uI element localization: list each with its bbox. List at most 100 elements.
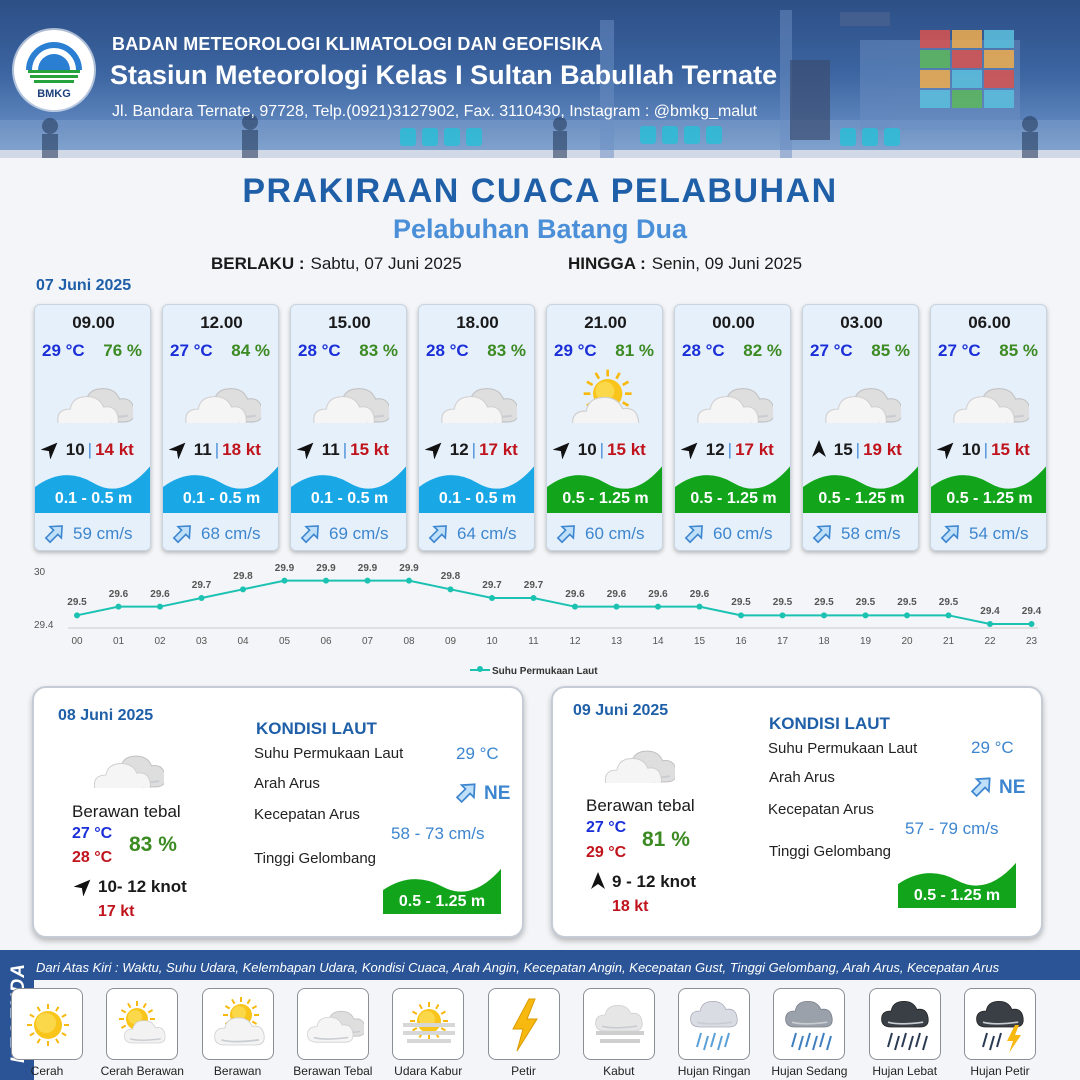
x-tick-label: 11	[528, 636, 539, 647]
card-humidity: 85 %	[999, 341, 1038, 360]
card-wave-graphic	[419, 463, 534, 513]
valid-to-label: HINGGA :	[568, 254, 646, 273]
current-speed-value: 57 - 79 cm/s	[905, 819, 999, 838]
berawan-tebal-icon	[57, 388, 135, 431]
legend-label: Suhu Permukaan Laut	[492, 666, 598, 677]
sst-point-label: 29.9	[316, 562, 336, 574]
petir-icon	[511, 998, 538, 1052]
daily-temp-max: 29 °C	[586, 844, 627, 861]
card-time: 21.00	[584, 313, 627, 332]
card-weather-icon	[565, 367, 645, 435]
sst-series-line	[76, 579, 1032, 625]
berawan-tebal-icon	[185, 388, 263, 431]
legend-item-label: Berawan Tebal	[293, 1064, 373, 1078]
sst-point-label: 29.5	[897, 597, 917, 609]
hujan-sedang-icon	[785, 1001, 834, 1051]
sst-point-label: 29.4	[980, 606, 1000, 617]
x-tick-label: 19	[859, 636, 872, 647]
sst-point	[281, 577, 288, 584]
legend-items: Cerah Cerah Berawan Berawan Berawan Teba…	[11, 980, 1080, 1080]
card-wave-graphic	[163, 463, 278, 513]
sea-heading: KONDISI LAUT	[256, 719, 377, 738]
bmkg-logo: BMKG	[14, 30, 94, 110]
separator: |	[342, 440, 348, 459]
card-time: 06.00	[968, 313, 1011, 332]
sst-point-label: 29.5	[855, 597, 876, 609]
header-banner: BMKG BADAN METEOROLOGI KLIMATOLOGI DAN G…	[0, 0, 1080, 158]
card-wave-graphic	[675, 463, 790, 513]
station-name: Stasiun Meteorologi Kelas I Sultan Babul…	[110, 60, 778, 90]
current-arrow-icon	[939, 521, 963, 545]
legend-item	[582, 988, 655, 1060]
card-current-speed: 64 cm/s	[457, 524, 517, 543]
card-current: 60 cm/s	[675, 513, 790, 550]
card-wind: 10 | 14 kt	[40, 439, 149, 460]
x-tick-label: 20	[901, 636, 913, 647]
card-humidity: 76 %	[103, 341, 142, 360]
sst-point-label: 29.5	[67, 597, 87, 609]
daily-panel-2: 09 Juni 2025 Berawan tebal 27 °C 29 °C 8…	[551, 686, 1043, 938]
logo-text: BMKG	[37, 88, 71, 100]
current-arrow-icon	[454, 779, 480, 805]
x-tick-label: 18	[818, 636, 830, 647]
x-tick-label: 21	[942, 636, 955, 647]
sst-point	[115, 603, 122, 610]
card-wind: 12 | 17 kt	[424, 439, 533, 460]
legend-item-label: Hujan Petir	[970, 1064, 1030, 1078]
card-weather-icon	[181, 367, 263, 431]
sst-point-label: 29.6	[648, 588, 668, 600]
daily-wind: 9 - 12 knot	[588, 871, 696, 892]
x-tick-label: 16	[735, 636, 747, 647]
port-illustration	[0, 10, 1080, 158]
legend-item	[106, 988, 179, 1060]
current-speed-label: Kecepatan Arus	[254, 806, 360, 823]
sst-point-label: 29.5	[814, 597, 834, 609]
card-humidity: 81 %	[615, 341, 654, 360]
x-tick-label: 05	[278, 636, 291, 647]
sst-point-label: 29.9	[399, 562, 419, 574]
current-dir-label: Arah Arus	[254, 775, 320, 792]
x-tick-label: 02	[154, 636, 166, 647]
sst-point-label: 29.6	[108, 588, 129, 600]
card-humidity: 83 %	[487, 341, 526, 360]
card-current: 69 cm/s	[291, 513, 406, 550]
valid-to-value: Senin, 09 Juni 2025	[651, 254, 803, 273]
x-tick-label: 06	[320, 636, 332, 647]
card-time: 18.00	[456, 313, 499, 332]
kabut-icon	[594, 1005, 644, 1043]
card-wind: 11 | 18 kt	[168, 439, 277, 460]
wave-label: Tinggi Gelombang	[769, 843, 892, 860]
sst-point-label: 29.7	[523, 580, 544, 591]
card-wave-height: 0.1 - 0.5 m	[310, 490, 389, 507]
hujan-ringan-icon	[690, 1001, 738, 1051]
station-address: Jl. Bandara Ternate, 97728, Telp.(0921)3…	[112, 103, 758, 120]
sst-point	[655, 603, 661, 610]
daily-condition: Berawan tebal	[586, 796, 695, 815]
berawan-tebal-icon	[441, 388, 519, 431]
card-wind: 12 | 17 kt	[680, 439, 789, 460]
legend-item-label: Cerah Berawan	[100, 1064, 184, 1078]
card-wave-graphic	[35, 463, 150, 513]
berawan-tebal-icon	[953, 388, 1031, 431]
wind-arrow-ne-icon	[296, 439, 317, 460]
card-current-speed: 54 cm/s	[969, 524, 1029, 543]
card-gust: 14 kt	[95, 440, 134, 459]
x-tick-label: 15	[693, 636, 706, 647]
card-gust: 19 kt	[863, 440, 902, 459]
daily-condition: Berawan tebal	[72, 802, 181, 821]
separator: |	[471, 440, 477, 459]
berawan-tebal-icon	[313, 388, 391, 431]
card-wind-speed: 10	[65, 440, 85, 459]
wind-arrow-ne-icon	[680, 439, 701, 460]
card-current-speed: 60 cm/s	[585, 524, 645, 543]
hourly-forecast: 09.00 29 °C 76 % 10 | 14 kt 0.1 - 0.5 m 59…	[34, 304, 1054, 552]
daily-temp-min: 27 °C	[72, 825, 113, 842]
x-tick-label: 17	[776, 636, 789, 647]
sst-chart: 30 29.4 Suhu Permukaan Laut 29.5 00 29.6 01…	[30, 562, 1060, 684]
page-title: PRAKIRAAN CUACA PELABUHAN	[242, 172, 838, 210]
card-gust: 15 kt	[991, 440, 1030, 459]
wind-arrow-ne-icon	[40, 439, 61, 460]
current-arrow-icon	[171, 521, 195, 545]
sst-point-label: 29.6	[565, 588, 585, 600]
sst-point-label: 29.4	[1021, 606, 1042, 617]
